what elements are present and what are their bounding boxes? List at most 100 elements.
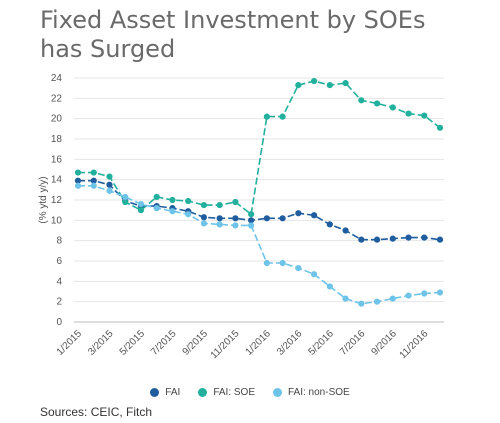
chart-title-line-2: has Surged <box>40 35 176 63</box>
data-point <box>373 100 381 107</box>
x-tick-label: 5/2016 <box>307 328 337 358</box>
y-tick-label: 2 <box>56 297 62 308</box>
data-point <box>373 236 381 243</box>
data-point <box>389 235 396 242</box>
data-point <box>185 197 192 205</box>
data-point <box>169 208 176 215</box>
x-tick-label: 1/2015 <box>55 328 85 358</box>
data-point <box>436 236 444 243</box>
data-point <box>421 234 428 241</box>
data-point <box>405 234 412 241</box>
series-fai-soe <box>74 77 444 218</box>
y-tick-label: 22 <box>51 93 63 104</box>
data-point <box>310 77 318 85</box>
data-point <box>90 177 97 184</box>
data-point <box>216 201 223 209</box>
data-point <box>248 211 255 218</box>
data-point <box>326 82 333 89</box>
legend-label: FAI <box>165 387 181 398</box>
legend-label: FAI: non-SOE <box>288 387 350 398</box>
data-point <box>326 221 333 228</box>
data-point <box>122 198 129 206</box>
data-point <box>185 211 192 218</box>
data-point <box>279 215 286 222</box>
series-fai <box>74 177 444 243</box>
legend-swatch <box>198 388 208 397</box>
data-point <box>405 292 412 299</box>
data-point <box>295 82 302 89</box>
y-axis-label: (% ytd y/y) <box>38 176 49 223</box>
data-point <box>342 295 349 302</box>
y-tick-label: 20 <box>51 114 63 125</box>
y-tick-label: 18 <box>51 134 63 145</box>
series-line <box>78 179 441 241</box>
y-tick-label: 14 <box>51 175 63 186</box>
x-tick-label: 7/2016 <box>338 328 368 358</box>
data-point <box>232 215 239 222</box>
data-point <box>74 177 82 184</box>
data-point <box>74 169 82 176</box>
data-point <box>263 113 270 120</box>
series-fai-non-soe <box>74 182 444 307</box>
data-point <box>373 298 381 305</box>
data-point <box>358 97 365 104</box>
y-tick-label: 12 <box>51 195 63 206</box>
data-point <box>169 196 176 204</box>
data-point <box>436 124 444 131</box>
data-point <box>200 201 208 209</box>
data-point <box>90 182 97 189</box>
y-tick-label: 0 <box>56 317 62 328</box>
data-point <box>200 220 208 227</box>
data-point <box>295 265 302 272</box>
grid-lines <box>74 77 444 323</box>
data-point <box>421 290 428 297</box>
y-tick-label: 6 <box>56 256 62 267</box>
data-point <box>421 112 428 119</box>
data-point <box>248 217 255 224</box>
legend-swatch <box>150 388 160 397</box>
data-point <box>358 300 365 307</box>
x-tick-label: 11/2016 <box>398 328 431 361</box>
y-tick-label: 10 <box>51 215 63 226</box>
data-point <box>74 182 82 189</box>
data-point <box>263 259 270 267</box>
x-tick-label: 7/2015 <box>149 328 179 358</box>
data-point <box>326 283 333 290</box>
data-point <box>106 173 113 180</box>
legend-item: FAI: non-SOE <box>273 387 350 398</box>
x-tick-label: 9/2016 <box>369 328 399 358</box>
x-tick-label: 5/2015 <box>118 328 148 358</box>
data-point <box>342 79 349 87</box>
data-point <box>248 222 255 229</box>
data-point <box>216 215 223 222</box>
data-point <box>342 227 349 234</box>
chart-title: Fixed Asset Investment by SOEs has Surge… <box>40 6 490 64</box>
data-point <box>263 215 270 222</box>
data-point <box>295 210 302 217</box>
data-point <box>137 207 145 214</box>
data-point <box>106 181 113 188</box>
data-point <box>389 104 396 111</box>
x-tick-label: 9/2015 <box>181 328 211 358</box>
legend-label: FAI: SOE <box>213 387 255 398</box>
data-point <box>153 193 160 201</box>
y-tick-label: 4 <box>56 276 62 287</box>
x-tick-label: 1/2016 <box>244 328 274 358</box>
data-point <box>405 110 412 117</box>
chart-title-line-1: Fixed Asset Investment by SOEs <box>40 6 426 34</box>
series-group <box>74 77 444 307</box>
data-point <box>310 271 318 278</box>
data-point <box>232 198 239 206</box>
data-point <box>106 187 113 194</box>
series-line <box>78 80 441 216</box>
y-tick-label: 8 <box>56 236 62 247</box>
data-point <box>358 236 365 243</box>
x-tick-label: 3/2015 <box>86 328 116 358</box>
legend-item: FAI <box>150 387 180 398</box>
legend-swatch <box>273 388 282 397</box>
data-point <box>279 113 286 120</box>
x-tick-label: 3/2016 <box>275 328 305 358</box>
y-tick-label: 24 <box>51 73 63 84</box>
